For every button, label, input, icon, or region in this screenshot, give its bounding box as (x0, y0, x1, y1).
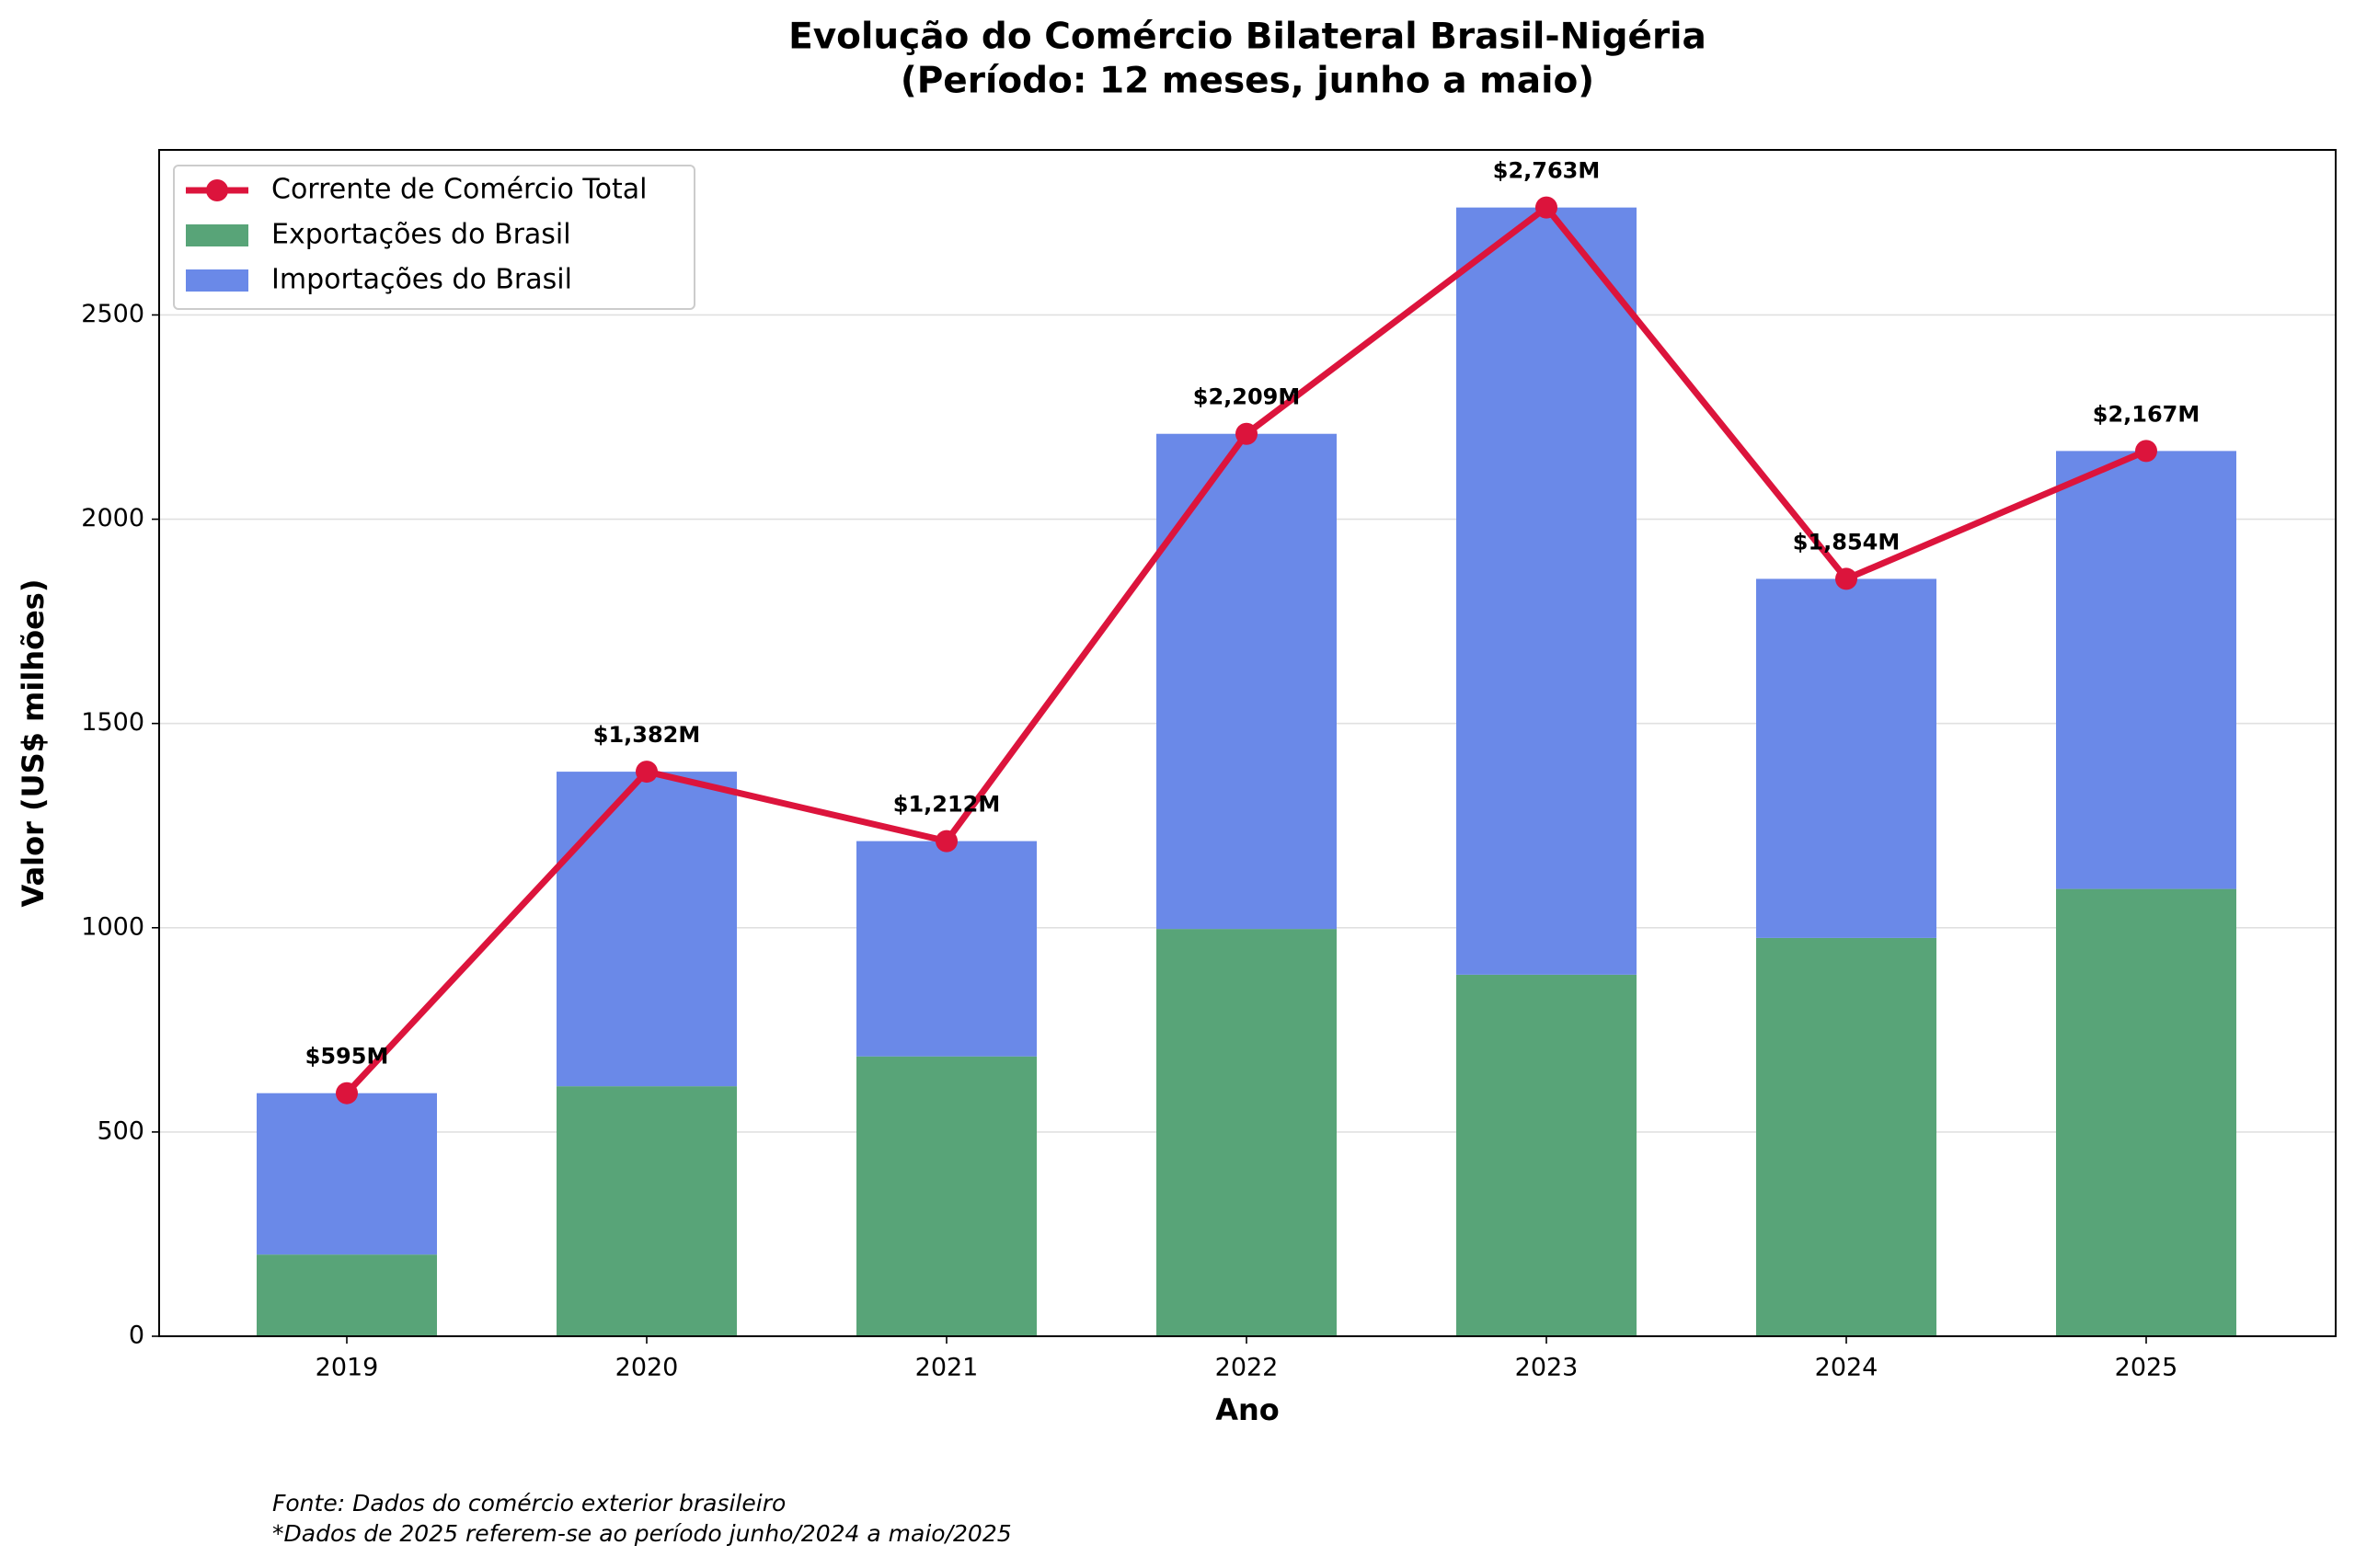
data-label: $1,382M (593, 722, 701, 748)
legend-label: Importações do Brasil (271, 264, 572, 296)
marker (936, 830, 958, 853)
bar (257, 1254, 437, 1336)
legend-label: Exportações do Brasil (271, 219, 571, 251)
marker (1235, 422, 1258, 445)
y-tick-label: 2500 (81, 300, 144, 328)
x-tick-label: 2022 (1215, 1354, 1279, 1382)
chart-subtitle: (Período: 12 meses, junho a maio) (901, 61, 1594, 102)
chart-title: Evolução do Comércio Bilateral Brasil-Ni… (788, 17, 1706, 58)
data-label: $1,854M (1793, 529, 1901, 555)
bar (856, 841, 1037, 1057)
x-tick-label: 2019 (316, 1354, 379, 1382)
bar (1756, 937, 1936, 1336)
bar (2056, 888, 2236, 1336)
bar (2056, 451, 2236, 889)
footnote: *Dados de 2025 referem-se ao período jun… (272, 1520, 1012, 1547)
x-tick-label: 2023 (1515, 1354, 1579, 1382)
legend-label: Corrente de Comércio Total (271, 174, 648, 206)
y-tick-label: 2000 (81, 504, 144, 532)
marker (1835, 567, 1857, 590)
bar (557, 772, 737, 1087)
bar (1456, 974, 1637, 1336)
x-axis-label: Ano (1215, 1392, 1280, 1427)
x-tick-label: 2024 (1815, 1354, 1878, 1382)
data-label: $1,212M (893, 792, 1001, 818)
y-tick-label: 1000 (81, 912, 144, 941)
bar (856, 1056, 1037, 1336)
x-tick-label: 2025 (2115, 1354, 2178, 1382)
data-label: $595M (305, 1044, 389, 1070)
bar (1156, 929, 1337, 1336)
legend-swatch (186, 269, 248, 292)
bar (257, 1093, 437, 1255)
bar (1456, 207, 1637, 975)
marker (336, 1082, 358, 1104)
bar (557, 1086, 737, 1336)
x-tick-label: 2020 (615, 1354, 679, 1382)
bar (1756, 578, 1936, 938)
legend-marker (206, 179, 228, 201)
marker (2135, 440, 2157, 463)
y-tick-label: 500 (97, 1116, 144, 1145)
bar (1156, 433, 1337, 930)
footnote: Fonte: Dados do comércio exterior brasil… (272, 1490, 786, 1516)
marker (1535, 196, 1557, 219)
y-tick-label: 1500 (81, 708, 144, 737)
legend-swatch (186, 224, 248, 246)
data-label: $2,763M (1493, 158, 1601, 184)
x-tick-label: 2021 (915, 1354, 979, 1382)
data-label: $2,209M (1193, 384, 1301, 410)
data-label: $2,167M (2093, 401, 2200, 427)
marker (636, 761, 658, 784)
legend-box (173, 165, 695, 310)
plot-frame (158, 149, 2337, 1337)
y-axis-label: Valor (US$ milhões) (16, 579, 51, 908)
y-tick-label: 0 (129, 1322, 144, 1350)
